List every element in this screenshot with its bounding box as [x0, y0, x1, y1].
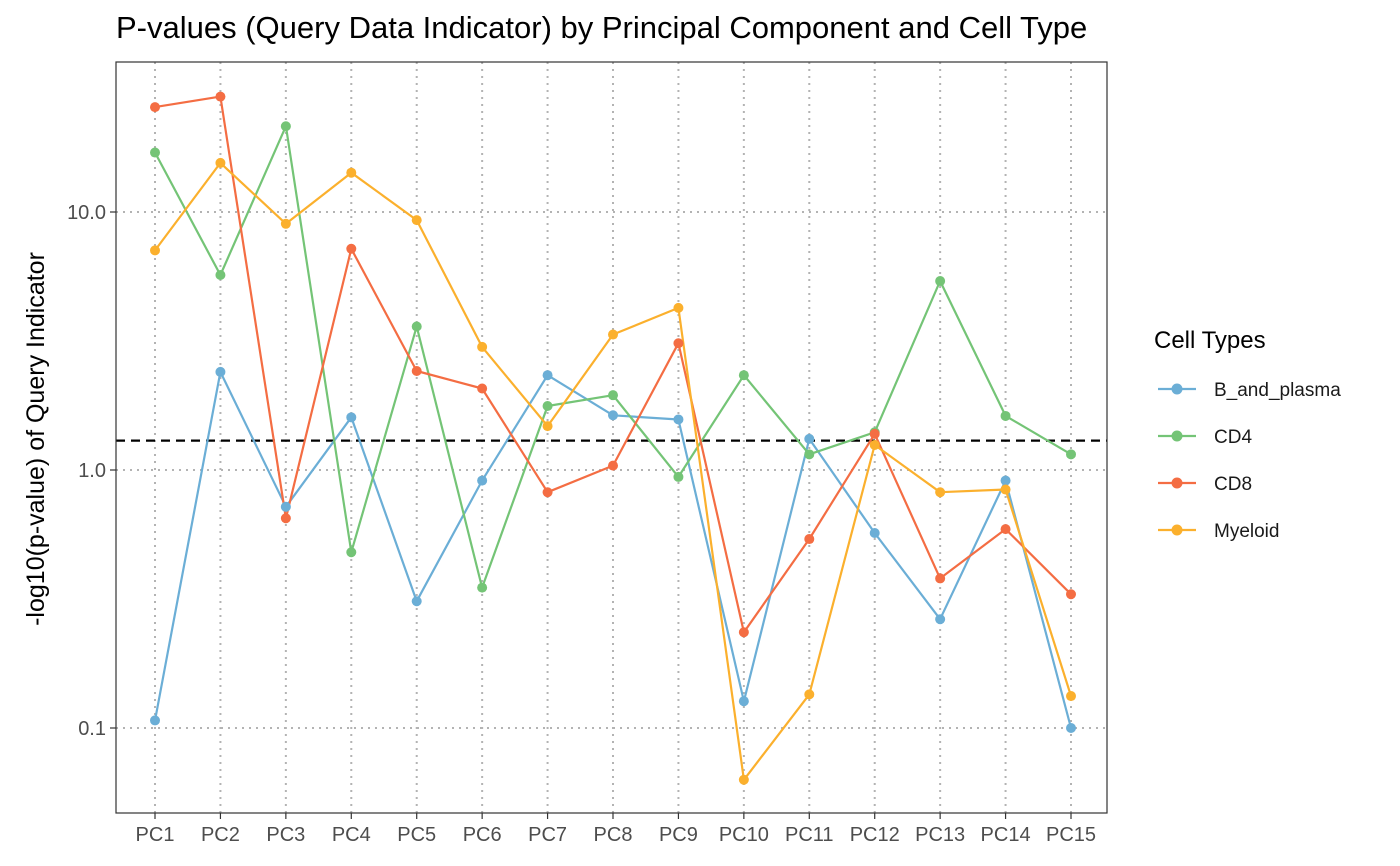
data-point-Myeloid — [673, 302, 684, 313]
data-point-B_and_plasma — [608, 410, 618, 421]
data-point-B_and_plasma — [935, 614, 946, 625]
x-tick-label: PC4 — [332, 824, 371, 846]
data-point-CD4 — [935, 276, 946, 287]
y-axis-title: -log10(p-value) of Query Indicator — [22, 252, 50, 626]
legend-label: CD8 — [1214, 474, 1252, 495]
legend-key-marker — [1171, 430, 1183, 442]
x-tick-label: PC15 — [1046, 824, 1096, 846]
data-point-CD4 — [673, 471, 684, 482]
data-point-CD4 — [150, 147, 160, 158]
chart-title: P-values (Query Data Indicator) by Princ… — [116, 10, 1087, 45]
series-line-B_and_plasma — [153, 370, 1073, 729]
data-point-B_and_plasma — [411, 596, 422, 607]
data-point-B_and_plasma — [215, 366, 226, 377]
data-point-CD8 — [738, 627, 749, 638]
data-point-Myeloid — [1000, 484, 1011, 495]
x-tick-label: PC13 — [915, 824, 965, 846]
x-tick-label: PC14 — [981, 824, 1031, 846]
x-tick-label: PC9 — [659, 824, 698, 846]
data-point-CD8 — [477, 383, 488, 394]
data-point-Myeloid — [804, 689, 815, 700]
data-point-Myeloid — [215, 157, 226, 168]
data-point-CD8 — [935, 573, 946, 584]
x-tick-label: PC11 — [785, 824, 834, 846]
data-point-CD4 — [1066, 449, 1076, 460]
x-tick-label: PC12 — [850, 824, 900, 846]
data-point-B_and_plasma — [1000, 475, 1011, 486]
data-point-CD8 — [804, 534, 815, 545]
data-point-B_and_plasma — [673, 414, 684, 425]
x-tick-label: PC10 — [719, 824, 769, 846]
legend-key-marker — [1171, 524, 1183, 536]
x-tick-label: PC5 — [397, 824, 436, 846]
data-point-B_and_plasma — [280, 501, 291, 512]
data-point-CD4 — [1000, 410, 1011, 421]
data-point-CD8 — [1000, 524, 1011, 535]
x-tick-label: PC7 — [528, 824, 567, 846]
data-point-B_and_plasma — [1066, 723, 1076, 733]
data-point-CD4 — [477, 582, 488, 593]
x-axis: PC1 PC2 PC3 PC4 PC5 PC6 PC7 PC8 PC9 PC10 PC11 PC12 P… — [136, 813, 1096, 846]
data-point-Myeloid — [150, 245, 160, 256]
data-point-Myeloid — [346, 167, 357, 178]
series-layer — [150, 91, 1076, 785]
legend: Cell Types B_and_plasma CD4 CD8 Myeloid — [1154, 327, 1341, 542]
legend-label: B_and_plasma — [1214, 380, 1341, 401]
data-point-B_and_plasma — [150, 715, 160, 726]
data-point-Myeloid — [608, 329, 618, 340]
series-line-Myeloid — [154, 161, 1073, 781]
data-point-B_and_plasma — [346, 412, 357, 423]
x-tick-label: PC8 — [594, 824, 633, 846]
data-point-Myeloid — [738, 774, 749, 785]
legend-key-marker — [1171, 477, 1183, 489]
data-point-CD4 — [215, 269, 226, 280]
legend-title: Cell Types — [1154, 327, 1266, 354]
x-tick-label: PC6 — [463, 824, 502, 846]
data-point-Myeloid — [542, 421, 553, 432]
data-point-Myeloid — [477, 341, 488, 352]
x-tick-label: PC2 — [201, 824, 240, 846]
y-tick-label: 10.0 — [67, 202, 106, 224]
data-point-CD4 — [411, 321, 422, 332]
data-point-Myeloid — [1066, 691, 1076, 702]
data-point-CD8 — [542, 487, 553, 498]
data-point-CD8 — [1066, 589, 1076, 600]
data-point-Myeloid — [935, 487, 946, 498]
legend-label: Myeloid — [1214, 521, 1279, 542]
data-point-CD8 — [150, 102, 160, 113]
data-point-CD8 — [673, 338, 684, 349]
y-tick-label: 1.0 — [78, 460, 106, 482]
x-tick-label: PC3 — [266, 824, 305, 846]
data-point-CD8 — [411, 365, 422, 376]
data-point-CD4 — [738, 370, 749, 381]
data-point-CD8 — [280, 513, 291, 524]
data-point-Myeloid — [280, 218, 291, 229]
data-point-CD8 — [608, 460, 618, 471]
data-point-CD8 — [346, 243, 357, 254]
x-tick-label: PC1 — [136, 824, 175, 846]
panel-border — [115, 61, 1108, 814]
data-point-CD4 — [542, 401, 553, 412]
data-point-CD4 — [804, 449, 815, 460]
data-point-B_and_plasma — [804, 433, 815, 444]
y-axis: 0.1 1.0 10.0 — [67, 202, 116, 740]
legend-key-marker — [1171, 383, 1183, 395]
data-point-B_and_plasma — [738, 696, 749, 707]
data-point-Myeloid — [869, 439, 880, 450]
data-point-CD4 — [280, 121, 291, 132]
data-point-CD4 — [608, 390, 618, 401]
y-tick-label: 0.1 — [78, 718, 106, 740]
data-point-CD4 — [346, 547, 357, 558]
data-point-CD8 — [869, 428, 880, 439]
data-point-B_and_plasma — [869, 527, 880, 538]
data-point-CD8 — [215, 91, 226, 102]
data-point-Myeloid — [411, 215, 422, 226]
legend-label: CD4 — [1214, 427, 1252, 448]
data-point-B_and_plasma — [542, 370, 553, 381]
data-point-B_and_plasma — [477, 475, 488, 486]
